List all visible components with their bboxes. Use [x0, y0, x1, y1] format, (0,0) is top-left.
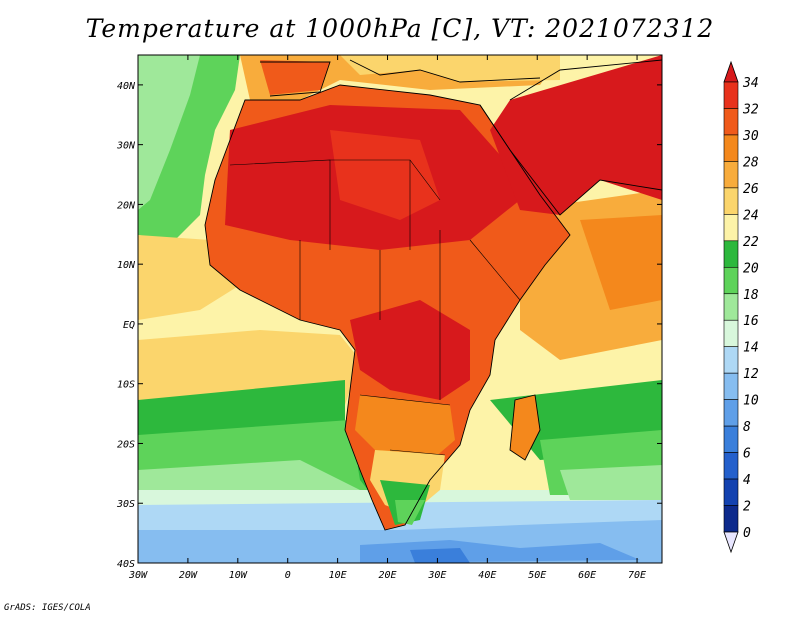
- lat-tick-label: EQ: [123, 320, 135, 331]
- madagascar-coastline: [509, 394, 541, 461]
- colorbar-label: 30: [742, 129, 759, 144]
- colorbar-label: 4: [743, 473, 751, 488]
- longitude-axis: 30W 20W 10W 0 10E 20E 30E 40E 50E 60E 70E: [128, 55, 646, 581]
- lon-tick-label: 30E: [427, 570, 446, 581]
- lon-tick-label: 20W: [179, 570, 198, 581]
- lon-tick-label: 40E: [478, 570, 496, 581]
- cape-cool: [395, 500, 425, 525]
- colorbar-label: 2: [743, 500, 751, 515]
- colorbar-box: [723, 266, 739, 295]
- colorbar-box: [723, 399, 739, 427]
- sahara-core: [330, 130, 440, 220]
- colorbar-bottom-arrow: [723, 531, 739, 554]
- lon-tick-label: 10W: [229, 570, 248, 581]
- lon-tick-label: 60E: [578, 570, 596, 581]
- arabia-hot: [490, 55, 662, 215]
- colorbar-box: [723, 134, 739, 162]
- colorbar-box: [723, 452, 739, 480]
- colorbar-label: 8: [743, 420, 751, 435]
- colorbar-label: 16: [743, 314, 759, 329]
- europe-coastline: [260, 59, 541, 97]
- lat-tick-label: 20N: [117, 200, 136, 211]
- iberia: [260, 60, 330, 95]
- colorbar-label: 12: [743, 367, 759, 382]
- colorbar-label: 18: [743, 288, 759, 303]
- latitude-axis: 40N 30N 20N 10N EQ 10S 20S 30S 40S: [116, 81, 662, 570]
- colorbar-label: 34: [742, 76, 759, 91]
- colorbar-label: 0: [743, 526, 751, 541]
- colorbar-box: [723, 346, 739, 374]
- madagascar: [510, 395, 540, 460]
- lat-tick-label: 40N: [117, 81, 136, 92]
- colorbar-label: 22: [743, 235, 759, 250]
- lat-tick-label: 20S: [117, 439, 135, 450]
- southern-europe: [340, 55, 560, 82]
- lat-tick-label: 40S: [117, 559, 135, 570]
- colorbar-box: [723, 187, 739, 215]
- lon-tick-label: 70E: [628, 570, 646, 581]
- lon-tick-label: 10E: [329, 570, 347, 581]
- lon-tick-label: 50E: [528, 570, 546, 581]
- southern-ocean-deepest: [410, 548, 470, 563]
- colorbar-label: 20: [743, 261, 759, 276]
- colorbar-box: [723, 214, 739, 242]
- arabian-sea-warmer: [580, 215, 662, 310]
- colorbar-box: [723, 240, 739, 268]
- lon-tick-label: 20E: [378, 570, 396, 581]
- colorbar-box: [723, 425, 739, 453]
- colorbar-label: 24: [743, 208, 759, 223]
- colorbar-box: [723, 478, 739, 506]
- plot-frame: [137, 54, 663, 564]
- map-title: Temperature at 1000hPa [C], VT: 20210723…: [85, 14, 715, 43]
- colorbar-box: [723, 108, 739, 136]
- colorbar-box: [723, 293, 739, 321]
- colorbar-label: 26: [743, 182, 759, 197]
- colorbar-label: 6: [743, 447, 751, 462]
- indian-south-pale: [560, 465, 662, 500]
- coastlines: [204, 59, 662, 531]
- lat-tick-label: 30S: [116, 499, 135, 510]
- lat-tick-label: 10N: [117, 260, 136, 271]
- colorbar-label: 10: [743, 394, 759, 409]
- temperature-field: [138, 55, 662, 563]
- lon-tick-label: 0: [285, 570, 291, 581]
- colorbar-box: [723, 161, 739, 189]
- colorbar-label: 14: [743, 341, 759, 356]
- country-borders: [229, 159, 521, 456]
- colorbar-box: [723, 81, 739, 109]
- colorbar-label: 32: [742, 102, 759, 117]
- colorbar-top-arrow: [723, 60, 739, 83]
- lat-tick-label: 30N: [116, 141, 136, 152]
- colorbar-label: 28: [743, 155, 759, 170]
- arabia-coastline: [479, 59, 662, 216]
- colorbar-box: [723, 505, 739, 533]
- colorbar-box: [723, 372, 739, 400]
- lat-tick-label: 10S: [117, 380, 135, 391]
- atlantic-north-cooler: [138, 55, 200, 210]
- lon-tick-label: 30W: [128, 570, 148, 581]
- colorbar-box: [723, 319, 739, 348]
- grads-credit: GrADS: IGES/COLA: [4, 603, 91, 613]
